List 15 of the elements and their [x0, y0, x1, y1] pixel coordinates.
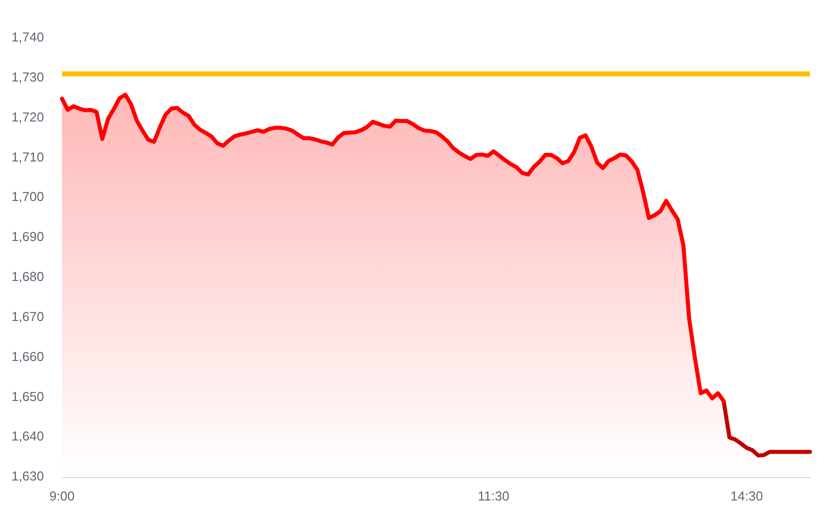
y-tick-label: 1,640: [11, 428, 44, 444]
y-tick-label: 1,630: [11, 468, 44, 484]
y-tick-label: 1,740: [11, 30, 44, 45]
x-tick-label: 11:30: [478, 488, 510, 504]
x-tick-label: 14:30: [730, 488, 763, 504]
y-tick-label: 1,710: [11, 149, 44, 164]
y-tick-label: 1,670: [11, 308, 44, 324]
y-tick-label: 1,690: [11, 229, 44, 244]
y-tick-label: 1,720: [11, 109, 44, 124]
y-tick-label: 1,650: [11, 388, 44, 404]
y-tick-label: 1,680: [11, 269, 44, 284]
y-tick-label: 1,730: [11, 69, 44, 84]
y-tick-label: 1,660: [11, 348, 44, 364]
x-tick-label: 9:00: [49, 488, 75, 504]
y-tick-label: 1,700: [11, 189, 44, 204]
